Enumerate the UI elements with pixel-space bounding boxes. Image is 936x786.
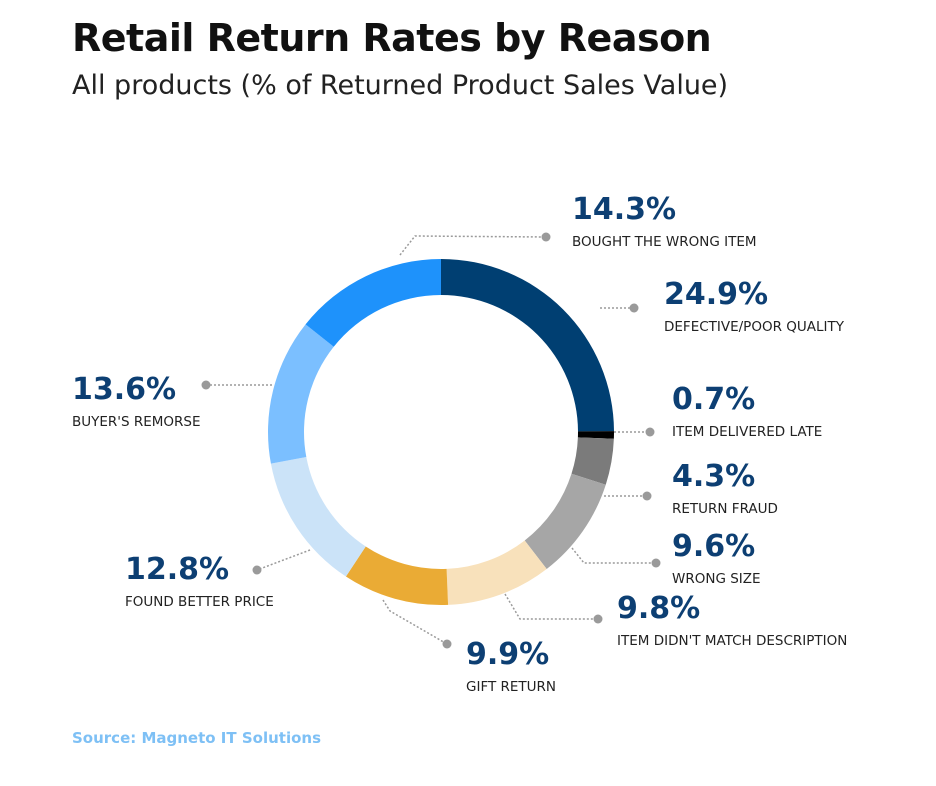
- leader-line: [256, 549, 311, 571]
- donut-slice: [267, 324, 334, 464]
- source-note: Source: Magneto IT Solutions: [72, 729, 321, 747]
- slice-name: FOUND BETTER PRICE: [125, 594, 274, 610]
- leader-dot: [442, 639, 452, 649]
- donut-slice: [305, 259, 441, 347]
- slice-label: 0.7% ITEM DELIVERED LATE: [672, 383, 822, 441]
- leader-line: [571, 547, 656, 564]
- slice-value: 12.8%: [125, 552, 230, 587]
- slice-label: 9.9% GIFT RETURN: [466, 638, 556, 696]
- donut-slice: [524, 473, 606, 569]
- slice-label: 9.8% ITEM DIDN'T MATCH DESCRIPTION: [617, 592, 847, 650]
- slice-value: 9.8%: [617, 591, 701, 626]
- slice-name: BOUGHT THE WRONG ITEM: [572, 234, 757, 250]
- slice-value: 24.9%: [664, 277, 769, 312]
- leader-line: [504, 593, 598, 620]
- chart-subtitle: All products (% of Returned Product Sale…: [72, 70, 729, 101]
- slice-label: 4.3% RETURN FRAUD: [672, 460, 778, 518]
- leader-dot: [642, 491, 652, 501]
- donut-slice: [345, 546, 449, 605]
- slice-name: WRONG SIZE: [672, 571, 761, 587]
- slice-name: BUYER'S REMORSE: [72, 414, 201, 430]
- leader-line: [399, 235, 547, 256]
- leader-dot: [252, 565, 262, 575]
- slice-value: 0.7%: [672, 382, 756, 417]
- slice-value: 4.3%: [672, 459, 756, 494]
- slice-value: 9.9%: [466, 637, 550, 672]
- slice-label: 13.6% BUYER'S REMORSE: [72, 373, 201, 431]
- slice-label: 24.9% DEFECTIVE/POOR QUALITY: [664, 278, 844, 336]
- slice-label: 9.6% WRONG SIZE: [672, 530, 761, 588]
- leader-dot: [593, 614, 603, 624]
- slice-value: 14.3%: [572, 192, 677, 227]
- slice-name: RETURN FRAUD: [672, 501, 778, 517]
- donut-slice: [577, 431, 614, 439]
- leader-dot: [651, 558, 661, 568]
- slice-name: GIFT RETURN: [466, 679, 557, 695]
- slice-name: DEFECTIVE/POOR QUALITY: [664, 319, 844, 335]
- slice-name: ITEM DIDN'T MATCH DESCRIPTION: [617, 633, 848, 649]
- slice-name: ITEM DELIVERED LATE: [672, 424, 823, 440]
- leader-dot: [645, 427, 655, 437]
- donut-slice: [446, 540, 547, 605]
- slice-label: 14.3% BOUGHT THE WRONG ITEM: [572, 193, 757, 251]
- leader-dot: [629, 303, 639, 313]
- chart-title: Retail Return Rates by Reason: [72, 16, 712, 60]
- slice-value: 9.6%: [672, 529, 756, 564]
- leader-dot: [201, 380, 211, 390]
- leader-line: [382, 599, 448, 645]
- donut-slice: [571, 437, 614, 485]
- slice-label: 12.8% FOUND BETTER PRICE: [125, 553, 274, 611]
- donut-slice: [441, 259, 614, 432]
- leader-dot: [541, 232, 551, 242]
- donut-slice: [270, 457, 366, 577]
- slice-value: 13.6%: [72, 372, 177, 407]
